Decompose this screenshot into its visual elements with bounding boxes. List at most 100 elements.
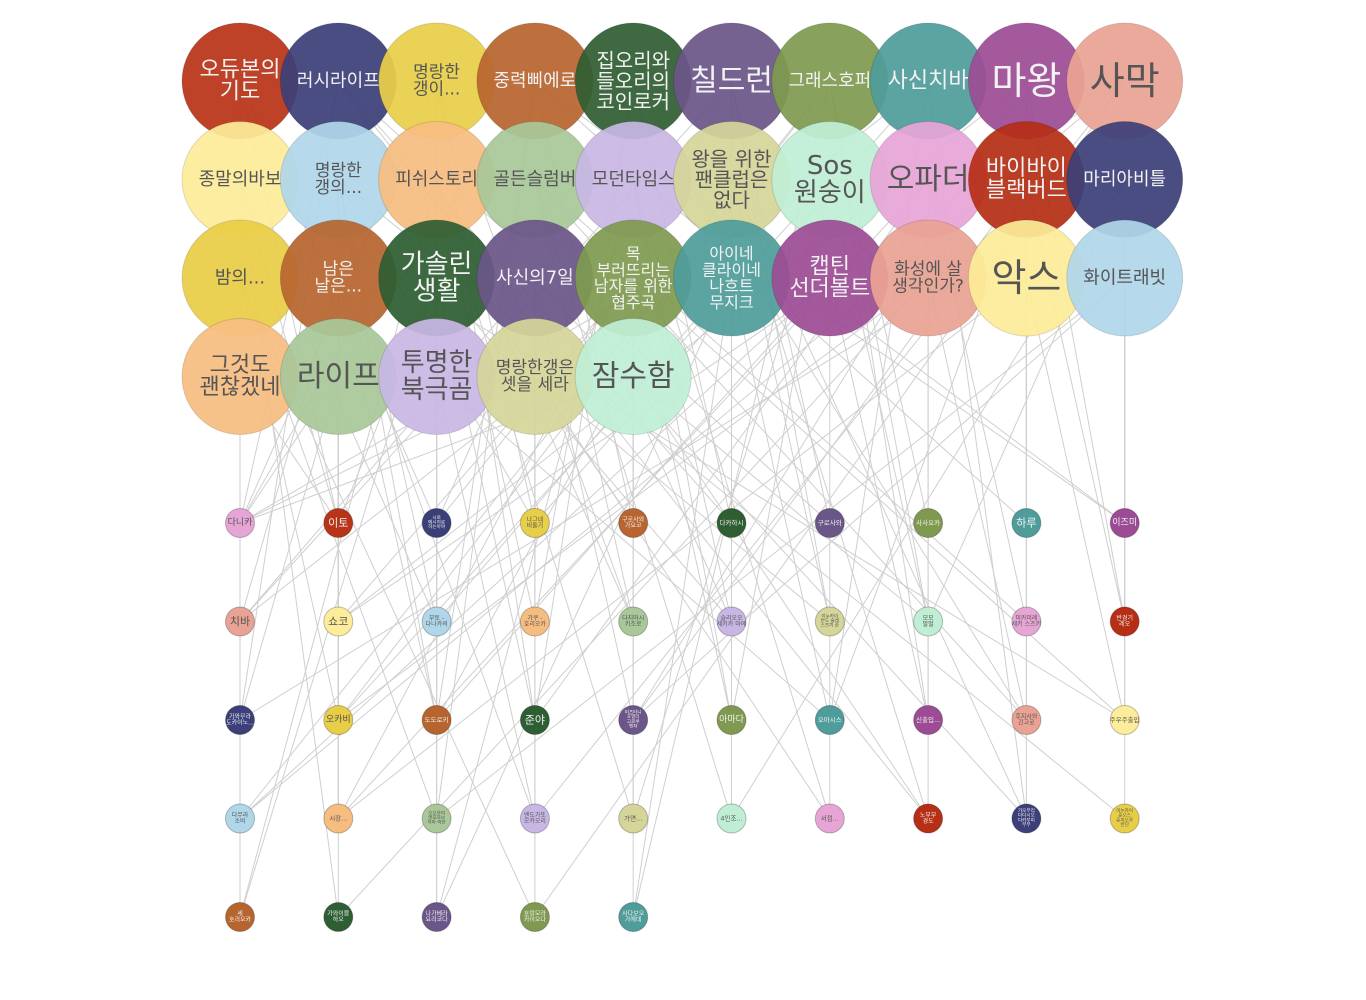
character-node-circle[interactable] <box>913 803 944 834</box>
character-node[interactable]: 다카하시 <box>716 508 747 538</box>
character-node[interactable]: 다니카 <box>225 508 255 538</box>
character-node-circle[interactable] <box>421 803 452 834</box>
character-node[interactable]: 4인조... <box>716 803 747 834</box>
book-node[interactable]: 화이트래빗 <box>1066 219 1184 337</box>
graph-edge <box>534 376 831 622</box>
character-node[interactable]: 가쿠 -호리오카 <box>519 606 550 637</box>
character-node-circle[interactable] <box>618 508 649 538</box>
character-node-circle[interactable] <box>225 606 255 637</box>
character-node-circle[interactable] <box>716 606 747 637</box>
character-node-circle[interactable] <box>225 902 255 932</box>
character-node-circle[interactable] <box>323 803 354 834</box>
character-node-circle[interactable] <box>519 803 550 834</box>
character-node-circle[interactable] <box>1011 508 1042 538</box>
graph-edge <box>239 376 339 721</box>
character-node-circle[interactable] <box>716 803 747 834</box>
character-node-circle[interactable] <box>421 508 452 538</box>
character-node-circle[interactable] <box>618 606 649 637</box>
character-node-circle[interactable] <box>421 705 452 735</box>
character-node-circle[interactable] <box>519 705 550 735</box>
character-node-circle[interactable] <box>323 705 354 735</box>
character-node-circle[interactable] <box>1109 803 1140 834</box>
character-node-circle[interactable] <box>323 606 354 637</box>
character-node[interactable]: 쇼코 <box>323 606 354 637</box>
character-node-circle[interactable] <box>421 606 452 637</box>
character-node-circle[interactable] <box>519 606 550 637</box>
character-node-circle[interactable] <box>1109 606 1140 637</box>
character-node[interactable]: 오아시스 <box>814 705 845 735</box>
character-node-circle[interactable] <box>814 803 845 834</box>
character-node-circle[interactable] <box>1109 705 1140 735</box>
book-node-circle[interactable] <box>574 318 692 435</box>
character-node[interactable]: 주우주출입 <box>1109 705 1140 735</box>
character-node-circle[interactable] <box>618 803 649 834</box>
character-node-circle[interactable] <box>1109 508 1140 538</box>
character-node[interactable]: 아마다 <box>716 705 747 735</box>
character-node-circle[interactable] <box>913 606 944 637</box>
character-node[interactable]: 하루 <box>1011 508 1042 538</box>
character-node[interactable]: 이즈미 <box>1109 508 1140 538</box>
character-node-circle[interactable] <box>421 902 452 932</box>
character-node-circle[interactable] <box>913 705 944 735</box>
character-node-circle[interactable] <box>225 705 255 735</box>
character-node[interactable]: 치바 <box>225 606 255 637</box>
character-node-circle[interactable] <box>618 902 649 932</box>
character-node-circle[interactable] <box>618 705 649 735</box>
character-node-circle[interactable] <box>323 508 354 538</box>
character-node[interactable]: 준야 <box>519 705 550 735</box>
character-node[interactable]: 가와무라도카이노... <box>225 705 255 735</box>
character-node-circle[interactable] <box>323 902 354 932</box>
character-node-circle[interactable] <box>519 902 550 932</box>
character-node-circle[interactable] <box>913 508 944 538</box>
character-node-circle[interactable] <box>1011 705 1042 735</box>
character-node-circle[interactable] <box>716 705 747 735</box>
character-node[interactable]: 서점... <box>814 803 845 834</box>
character-node[interactable]: 신출입... <box>913 705 944 735</box>
character-node-circle[interactable] <box>716 508 747 538</box>
character-node[interactable]: 시장... <box>323 803 354 834</box>
character-node-circle[interactable] <box>1011 803 1042 834</box>
character-node-circle[interactable] <box>814 508 845 538</box>
book-node[interactable]: 잠수함 <box>574 318 692 435</box>
character-node[interactable]: 오카비 <box>323 705 354 735</box>
character-node-circle[interactable] <box>1011 606 1042 637</box>
character-node[interactable]: 사사오카 <box>913 508 944 538</box>
character-node-circle[interactable] <box>814 705 845 735</box>
book-node-circle[interactable] <box>1066 219 1184 337</box>
character-node[interactable]: 도도로키 <box>421 705 452 735</box>
character-node[interactable]: 이토 <box>323 508 354 538</box>
character-node-circle[interactable] <box>225 803 255 834</box>
character-node[interactable]: 부토 -다나카의 <box>421 606 452 637</box>
character-node-circle[interactable] <box>519 508 550 538</box>
character-node[interactable]: 가면... <box>618 803 649 834</box>
character-node[interactable]: 구로사와 <box>814 508 845 538</box>
graph-edge <box>436 277 1126 819</box>
graph-edge <box>337 277 1027 819</box>
character-node-circle[interactable] <box>814 606 845 637</box>
character-node-circle[interactable] <box>225 508 255 538</box>
